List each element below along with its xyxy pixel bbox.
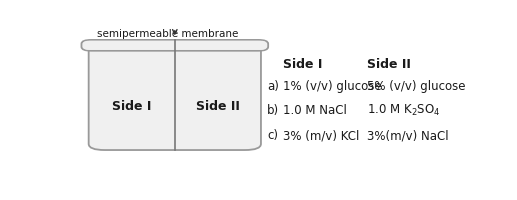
- Text: 3%(m/v) NaCl: 3%(m/v) NaCl: [367, 128, 449, 141]
- Text: 1.0 M NaCl: 1.0 M NaCl: [283, 104, 347, 117]
- Text: Side II: Side II: [196, 100, 240, 113]
- Text: Side I: Side I: [112, 100, 151, 113]
- Text: c): c): [267, 128, 278, 141]
- Text: 1.0 M K$_2$SO$_4$: 1.0 M K$_2$SO$_4$: [367, 103, 440, 118]
- Text: Side I: Side I: [283, 58, 323, 71]
- Text: 3% (m/v) KCl: 3% (m/v) KCl: [283, 128, 359, 141]
- Text: 5% (v/v) glucose: 5% (v/v) glucose: [367, 79, 466, 92]
- Text: semipermeable membrane: semipermeable membrane: [97, 29, 238, 39]
- FancyBboxPatch shape: [82, 41, 268, 51]
- Text: a): a): [267, 79, 279, 92]
- Text: 1% (v/v) glucose: 1% (v/v) glucose: [283, 79, 382, 92]
- Text: b): b): [267, 104, 279, 117]
- Text: Side II: Side II: [367, 58, 411, 71]
- FancyBboxPatch shape: [89, 46, 261, 150]
- FancyBboxPatch shape: [83, 41, 266, 51]
